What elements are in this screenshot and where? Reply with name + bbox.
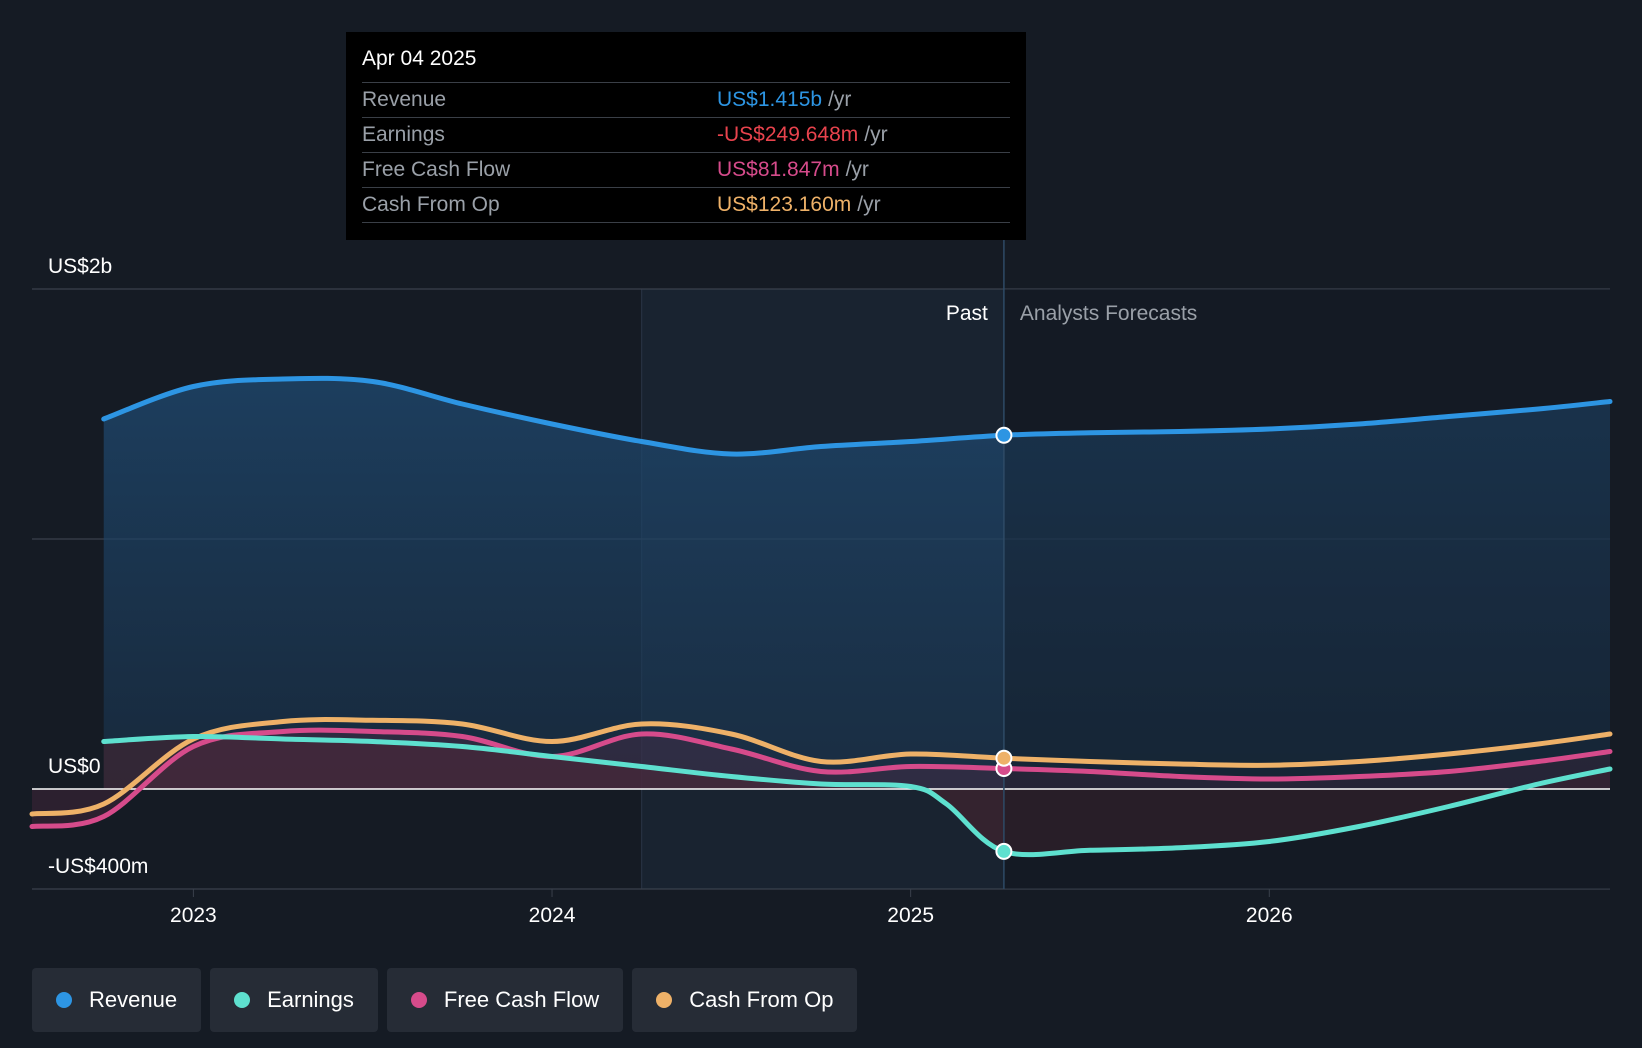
- revenue-line: [101, 375, 1613, 457]
- tooltip-row-earnings: Earnings -US$249.648m /yr: [362, 118, 1010, 153]
- legend-item-free-cash-flow[interactable]: Free Cash Flow: [386, 968, 624, 1032]
- earnings-area: [103, 736, 1610, 855]
- x-tick-label: 2024: [529, 904, 576, 927]
- tooltip-unit: /yr: [845, 158, 869, 181]
- earnings-dot-icon: [234, 992, 251, 1008]
- y-tick-label: -US$400m: [48, 855, 148, 878]
- free-cash-flow-area: [32, 730, 1610, 827]
- x-tick-label: 2026: [1246, 904, 1293, 927]
- legend-label: Cash From Op: [689, 987, 834, 1012]
- x-tick-label: 2023: [170, 904, 217, 927]
- earnings-marker: [995, 842, 1013, 860]
- legend-label: Free Cash Flow: [443, 987, 600, 1012]
- free-cash-flow-dot-icon: [410, 992, 427, 1008]
- tooltip-unit: /yr: [857, 193, 881, 216]
- tooltip-value: US$123.160m: [717, 193, 852, 216]
- tooltip-value: -US$249.648m: [717, 123, 859, 146]
- revenue-area: [103, 378, 1610, 789]
- forecast-overlay: [1003, 289, 1610, 889]
- cash-from-op-marker: [995, 749, 1013, 767]
- tooltip-label: Earnings: [362, 123, 445, 146]
- tooltip-label: Revenue: [362, 88, 447, 111]
- tooltip: Apr 04 2025 Revenue US$1.415b /yr Earnin…: [346, 32, 1026, 240]
- tooltip-row-revenue: Revenue US$1.415b /yr: [362, 83, 1010, 118]
- legend-item-earnings[interactable]: Earnings: [210, 968, 378, 1032]
- legend-label: Revenue: [89, 987, 178, 1012]
- revenue-dot-icon: [56, 992, 72, 1008]
- y-tick-label: US$0: [48, 755, 101, 778]
- cash-from-op-line: [29, 717, 1613, 817]
- tooltip-row-cash-from-op: Cash From Op US$123.160m /yr: [362, 188, 1010, 223]
- tooltip-date: Apr 04 2025: [362, 46, 1010, 83]
- legend-item-revenue[interactable]: Revenue: [32, 968, 202, 1032]
- cash-from-op-dot-icon: [656, 992, 673, 1008]
- legend-label: Earnings: [267, 987, 354, 1012]
- tooltip-unit: /yr: [828, 88, 852, 111]
- tooltip-row-free-cash-flow: Free Cash Flow US$81.847m /yr: [362, 153, 1010, 188]
- past-label: Past: [946, 302, 988, 325]
- y-tick-label: US$2b: [48, 255, 112, 278]
- tooltip-label: Cash From Op: [362, 193, 500, 216]
- tooltip-value: US$1.415b: [717, 88, 823, 111]
- revenue-marker: [995, 426, 1013, 444]
- legend-item-cash-from-op[interactable]: Cash From Op: [632, 968, 858, 1032]
- x-tick-label: 2025: [887, 904, 934, 927]
- legend: Revenue Earnings Free Cash Flow Cash Fro…: [32, 968, 858, 1032]
- tooltip-unit: /yr: [864, 123, 888, 146]
- tooltip-value: US$81.847m: [717, 158, 840, 181]
- tooltip-label: Free Cash Flow: [362, 158, 511, 181]
- earnings-line: [101, 733, 1613, 858]
- free-cash-flow-line: [29, 727, 1613, 829]
- forecast-label: Analysts Forecasts: [1020, 302, 1197, 325]
